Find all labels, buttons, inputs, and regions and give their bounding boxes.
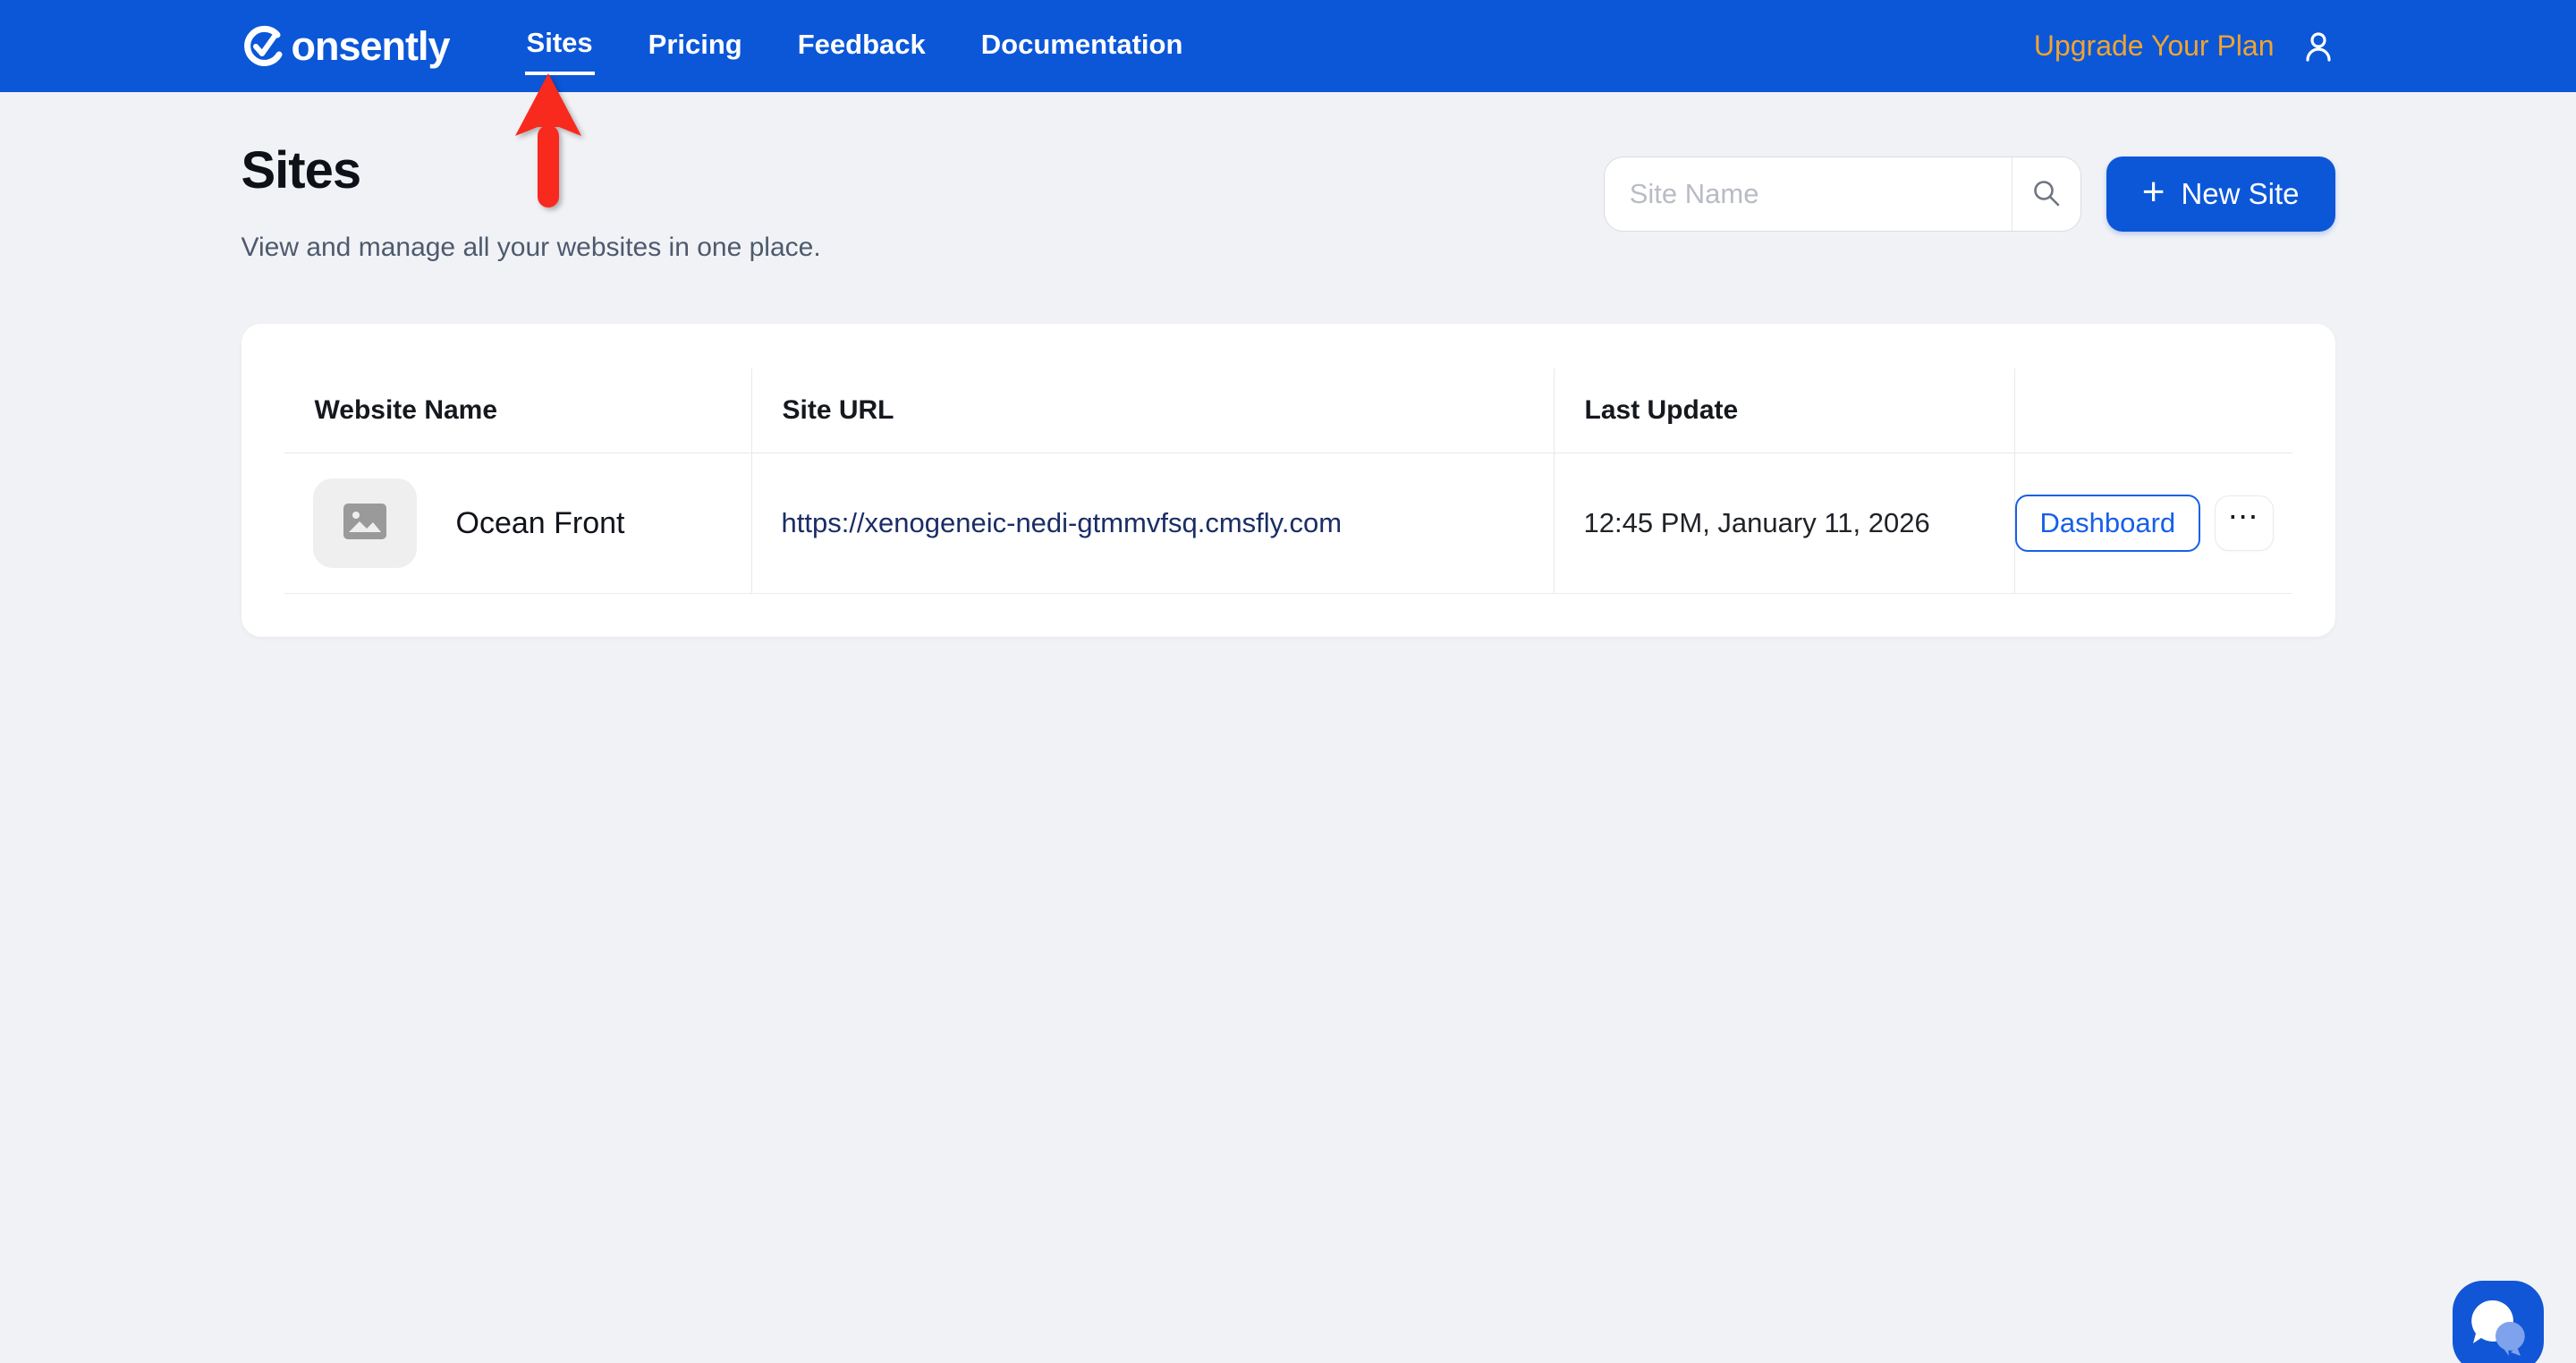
search-button[interactable] bbox=[2012, 157, 2080, 231]
col-header-website-name: Website Name bbox=[314, 395, 498, 425]
toolbar: + New Site bbox=[1603, 157, 2335, 232]
nav-item-feedback[interactable]: Feedback bbox=[797, 28, 926, 60]
chat-launcher-button[interactable] bbox=[2453, 1281, 2544, 1363]
row-menu-button[interactable]: ⋯ bbox=[2215, 495, 2275, 551]
nav-item-documentation[interactable]: Documentation bbox=[980, 28, 1183, 60]
top-nav: onsently Sites Pricing Feedback Document… bbox=[0, 0, 2576, 92]
page-head: Sites View and manage all your websites … bbox=[242, 140, 2335, 263]
site-thumbnail bbox=[312, 478, 417, 568]
logo-text: onsently bbox=[291, 22, 451, 69]
site-url-link[interactable]: https://xenogeneic-nedi-gtmmvfsq.cmsfly.… bbox=[781, 507, 1343, 538]
search-icon bbox=[2031, 178, 2062, 211]
last-update-cell: 12:45 PM, January 11, 2026 bbox=[1553, 453, 2014, 593]
page-title-block: Sites View and manage all your websites … bbox=[242, 140, 821, 263]
last-update-value: 12:45 PM, January 11, 2026 bbox=[1583, 507, 1930, 538]
image-placeholder-icon bbox=[343, 503, 386, 544]
upgrade-plan-link[interactable]: Upgrade Your Plan bbox=[2033, 30, 2275, 62]
main-content: Sites View and manage all your websites … bbox=[241, 92, 2335, 637]
table-row: Ocean Front https://xenogeneic-nedi-gtmm… bbox=[284, 453, 2292, 594]
page-subtitle: View and manage all your websites in one… bbox=[241, 233, 821, 262]
site-search-input[interactable] bbox=[1604, 157, 2012, 231]
row-actions-cell: Dashboard ⋯ bbox=[2013, 453, 2304, 593]
page-title: Sites bbox=[241, 141, 362, 199]
chat-bubbles-icon bbox=[2453, 1281, 2544, 1363]
dashboard-button[interactable]: Dashboard bbox=[2014, 495, 2201, 552]
primary-nav: Sites Pricing Feedback Documentation bbox=[524, 18, 1185, 75]
new-site-button[interactable]: + New Site bbox=[2106, 157, 2335, 232]
plus-icon: + bbox=[2141, 170, 2165, 214]
nav-item-pricing[interactable]: Pricing bbox=[648, 28, 742, 60]
new-site-label: New Site bbox=[2181, 177, 2300, 210]
nav-right: Upgrade Your Plan bbox=[2034, 30, 2335, 63]
table-header-row: Website Name Site URL Last Update bbox=[284, 368, 2292, 453]
nav-item-sites[interactable]: Sites bbox=[524, 18, 595, 75]
col-header-last-update: Last Update bbox=[1553, 368, 2014, 453]
annotation-arrow-up-icon bbox=[515, 73, 581, 207]
site-url-cell: https://xenogeneic-nedi-gtmmvfsq.cmsfly.… bbox=[750, 453, 1554, 593]
consently-logo[interactable]: onsently bbox=[242, 22, 451, 70]
user-icon[interactable] bbox=[2301, 30, 2335, 63]
col-header-actions bbox=[2013, 368, 2292, 453]
site-name: Ocean Front bbox=[455, 505, 625, 540]
col-header-site-url: Site URL bbox=[750, 368, 1554, 453]
sites-card: Website Name Site URL Last Update Ocean … bbox=[241, 324, 2335, 637]
consently-logo-icon bbox=[242, 23, 288, 70]
site-search-box bbox=[1603, 157, 2081, 232]
website-name-cell: Ocean Front bbox=[284, 453, 751, 593]
